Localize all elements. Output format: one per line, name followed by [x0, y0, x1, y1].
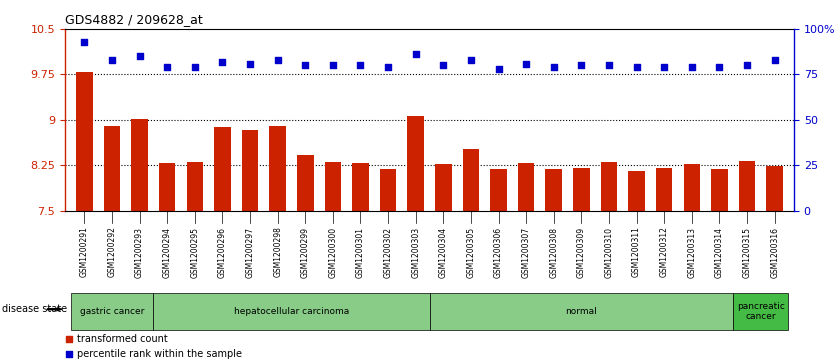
Text: GSM1200310: GSM1200310: [605, 227, 614, 277]
Text: gastric cancer: gastric cancer: [80, 307, 144, 316]
Point: [105, 57, 118, 63]
Point: [326, 62, 339, 68]
Text: GSM1200311: GSM1200311: [632, 227, 641, 277]
Text: GSM1200308: GSM1200308: [550, 227, 558, 277]
Point: [575, 62, 588, 68]
Point: [768, 57, 781, 63]
Text: GSM1200307: GSM1200307: [521, 227, 530, 278]
Point: [465, 57, 478, 63]
Text: GSM1200302: GSM1200302: [384, 227, 393, 277]
Bar: [766, 166, 783, 211]
Point: [280, 154, 294, 160]
Bar: [545, 169, 562, 211]
Text: GSM1200315: GSM1200315: [742, 227, 751, 277]
Text: GSM1200296: GSM1200296: [218, 227, 227, 277]
Bar: [131, 119, 148, 211]
Text: GSM1200314: GSM1200314: [715, 227, 724, 277]
Bar: [490, 169, 507, 211]
Bar: [71, 293, 153, 330]
Point: [713, 64, 726, 70]
Point: [78, 39, 91, 45]
Bar: [430, 293, 733, 330]
Bar: [435, 164, 451, 211]
Bar: [379, 169, 396, 211]
Text: GSM1200299: GSM1200299: [301, 227, 309, 277]
Text: disease state: disease state: [2, 304, 67, 314]
Point: [216, 59, 229, 65]
Bar: [573, 168, 590, 211]
Text: GSM1200291: GSM1200291: [80, 227, 89, 277]
Bar: [269, 126, 286, 211]
Point: [741, 62, 754, 68]
Point: [280, 293, 294, 298]
Bar: [297, 155, 314, 211]
Bar: [159, 163, 175, 211]
Text: normal: normal: [565, 307, 597, 316]
Point: [160, 64, 173, 70]
Text: GSM1200316: GSM1200316: [770, 227, 779, 277]
Bar: [711, 169, 728, 211]
Text: GSM1200313: GSM1200313: [687, 227, 696, 277]
Bar: [153, 293, 430, 330]
Text: GDS4882 / 209628_at: GDS4882 / 209628_at: [65, 13, 203, 26]
Point: [547, 64, 560, 70]
Text: GSM1200301: GSM1200301: [356, 227, 365, 277]
Bar: [656, 168, 672, 211]
Bar: [518, 163, 535, 211]
Text: GSM1200312: GSM1200312: [660, 227, 669, 277]
Point: [409, 52, 422, 57]
Text: hepatocellular carcinoma: hepatocellular carcinoma: [234, 307, 349, 316]
Bar: [684, 164, 700, 211]
Bar: [103, 126, 120, 211]
Bar: [733, 293, 788, 330]
Point: [133, 53, 146, 59]
Bar: [214, 127, 231, 211]
Bar: [324, 162, 341, 211]
Bar: [628, 171, 645, 211]
Text: GSM1200304: GSM1200304: [439, 227, 448, 278]
Bar: [408, 116, 424, 211]
Point: [188, 64, 202, 70]
Point: [437, 62, 450, 68]
Point: [271, 57, 284, 63]
Point: [244, 61, 257, 66]
Point: [492, 66, 505, 72]
Text: percentile rank within the sample: percentile rank within the sample: [77, 349, 242, 359]
Text: GSM1200295: GSM1200295: [190, 227, 199, 277]
Bar: [187, 162, 203, 211]
Text: pancreatic
cancer: pancreatic cancer: [737, 302, 785, 321]
Point: [686, 64, 699, 70]
Bar: [463, 149, 480, 211]
Text: GSM1200300: GSM1200300: [329, 227, 338, 278]
Text: GSM1200303: GSM1200303: [411, 227, 420, 278]
Text: GSM1200292: GSM1200292: [108, 227, 117, 277]
Text: GSM1200309: GSM1200309: [577, 227, 585, 278]
Bar: [242, 130, 259, 211]
Bar: [600, 162, 617, 211]
Text: GSM1200298: GSM1200298: [274, 227, 282, 277]
Bar: [76, 72, 93, 211]
Text: GSM1200305: GSM1200305: [466, 227, 475, 278]
Point: [354, 62, 367, 68]
Point: [299, 62, 312, 68]
Bar: [352, 163, 369, 211]
Text: GSM1200306: GSM1200306: [494, 227, 503, 278]
Text: GSM1200297: GSM1200297: [245, 227, 254, 277]
Point: [657, 64, 671, 70]
Text: GSM1200294: GSM1200294: [163, 227, 172, 277]
Bar: [739, 161, 756, 211]
Point: [630, 64, 643, 70]
Point: [602, 62, 615, 68]
Point: [381, 64, 394, 70]
Text: GSM1200293: GSM1200293: [135, 227, 144, 277]
Point: [520, 61, 533, 66]
Text: transformed count: transformed count: [77, 334, 168, 344]
